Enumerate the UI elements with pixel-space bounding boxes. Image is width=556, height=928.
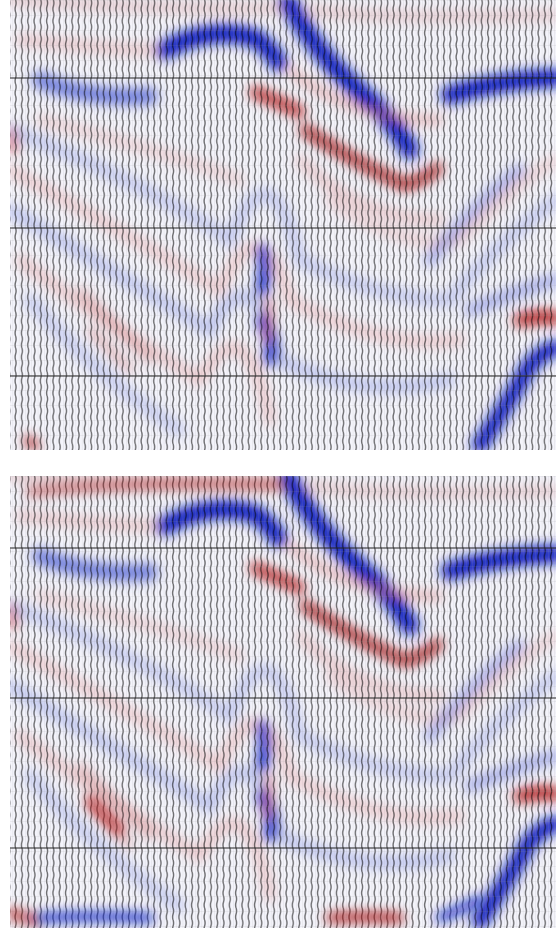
section-panel	[0, 476, 556, 928]
section-panel	[0, 0, 556, 452]
